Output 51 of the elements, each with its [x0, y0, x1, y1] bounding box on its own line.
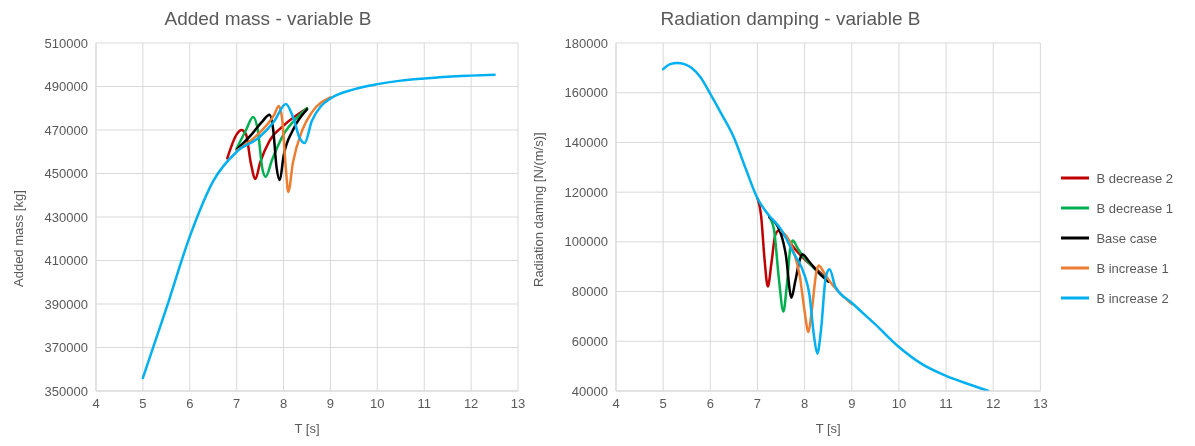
y-tick-label: 450000 — [44, 166, 88, 182]
x-tick-label: 13 — [1033, 396, 1048, 412]
x-tick-label: 7 — [233, 396, 241, 412]
legend-label: B increase 1 — [1096, 260, 1169, 276]
x-tick-label: 6 — [706, 396, 714, 412]
x-axis-title: T [s] — [294, 421, 320, 436]
x-tick-label: 8 — [801, 396, 809, 412]
x-axis-title: T [s] — [815, 421, 841, 436]
y-axis-title: Radiation daming [N/(m/s)] — [530, 132, 546, 287]
y-tick-label: 140000 — [564, 135, 608, 151]
x-tick-label: 12 — [463, 396, 479, 412]
x-tick-label: 10 — [370, 396, 385, 412]
y-tick-label: 510000 — [44, 35, 88, 51]
x-tick-label: 13 — [510, 396, 526, 412]
x-tick-label: 11 — [417, 396, 431, 412]
y-tick-label: 60000 — [571, 333, 608, 349]
y-tick-label: 350000 — [44, 383, 88, 399]
y-tick-label: 160000 — [564, 85, 608, 101]
x-tick-label: 9 — [848, 396, 856, 412]
y-tick-label: 180000 — [564, 35, 608, 51]
y-tick-label: 430000 — [44, 209, 88, 225]
y-tick-label: 370000 — [44, 340, 88, 356]
y-tick-label: 490000 — [44, 79, 88, 95]
y-axis-title: Added mass [kg] — [10, 190, 26, 287]
x-tick-label: 6 — [186, 396, 194, 412]
x-tick-label: 9 — [326, 396, 335, 412]
legend-label: B decrease 1 — [1096, 200, 1173, 216]
line-series — [661, 61, 990, 391]
line-series — [235, 96, 332, 194]
x-tick-label: 5 — [139, 396, 147, 412]
x-tick-label: 5 — [659, 396, 667, 412]
y-tick-label: 390000 — [44, 296, 88, 312]
y-tick-label: 470000 — [44, 122, 88, 138]
x-tick-label: 10 — [891, 396, 907, 412]
x-tick-label: 11 — [939, 396, 953, 412]
y-tick-label: 410000 — [44, 253, 88, 269]
legend-label: Base case — [1096, 230, 1158, 246]
legend-label: B increase 2 — [1096, 290, 1169, 306]
x-tick-label: 7 — [753, 396, 762, 412]
x-tick-label: 12 — [986, 396, 1001, 412]
y-tick-label: 40000 — [571, 383, 608, 399]
x-tick-label: 4 — [92, 396, 100, 412]
chart-title: Radiation damping - variable B — [660, 8, 921, 29]
legend-label: B decrease 2 — [1096, 170, 1173, 186]
y-tick-label: 120000 — [564, 184, 608, 200]
y-tick-label: 100000 — [564, 234, 608, 250]
y-tick-label: 80000 — [571, 284, 608, 300]
line-series — [141, 73, 496, 380]
x-tick-label: 8 — [279, 396, 288, 412]
chart-title: Added mass - variable B — [164, 8, 372, 29]
x-tick-label: 4 — [612, 396, 620, 412]
